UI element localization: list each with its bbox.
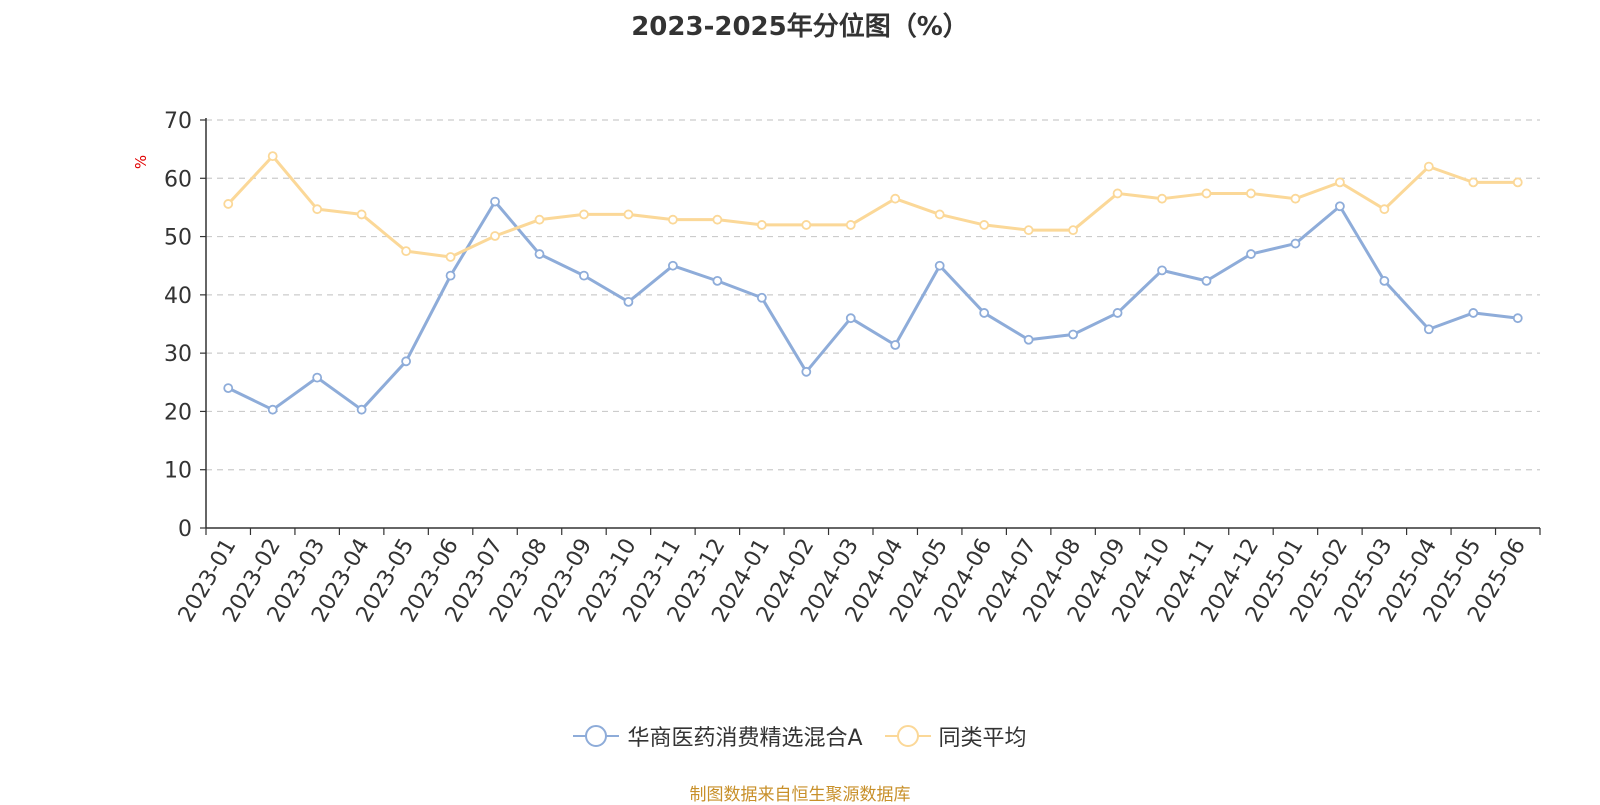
data-point-series-1 (668, 260, 678, 271)
data-point-series-2 (801, 220, 812, 230)
data-point-series-1 (712, 275, 723, 286)
series-line-2 (227, 154, 1518, 259)
data-point-series-1 (756, 292, 767, 303)
data-point-series-1 (1157, 265, 1167, 276)
y-axis-label: % (132, 155, 150, 169)
legend: 华商医药消费精选混合A 同类平均 (0, 720, 1600, 752)
data-point-series-1 (979, 308, 990, 318)
data-point-series-1 (579, 270, 589, 281)
legend-item-1[interactable]: 华商医药消费精选混合A (573, 720, 863, 752)
data-point-series-2 (1379, 204, 1390, 215)
data-point-series-2 (401, 246, 412, 257)
data-point-series-2 (490, 231, 500, 241)
data-point-series-1 (890, 340, 901, 350)
data-point-series-1 (1246, 249, 1256, 259)
data-point-series-2 (445, 252, 456, 262)
data-point-series-2 (1512, 177, 1523, 188)
legend-item-2[interactable]: 同类平均 (884, 720, 1027, 752)
data-point-series-2 (934, 209, 945, 220)
data-point-series-2 (979, 220, 990, 230)
data-point-series-2 (756, 220, 767, 230)
data-point-series-2 (623, 209, 634, 220)
data-point-series-2 (1335, 177, 1345, 188)
data-point-series-1 (534, 249, 545, 259)
data-point-series-2 (1290, 193, 1301, 204)
data-point-series-1 (356, 404, 367, 415)
data-point-series-2 (223, 199, 234, 209)
data-point-series-1 (401, 356, 412, 367)
y-tick-label: 70 (164, 109, 192, 134)
series-layer (223, 151, 1523, 415)
data-point-series-1 (1112, 308, 1123, 318)
data-point-series-1 (1023, 334, 1034, 345)
data-point-series-2 (312, 204, 323, 215)
data-point-series-2 (534, 214, 545, 225)
data-point-series-1 (1290, 238, 1301, 249)
y-tick-label: 10 (164, 459, 192, 484)
data-point-series-1 (1379, 275, 1390, 286)
data-point-series-2 (890, 193, 901, 204)
legend-marker-icon (884, 725, 931, 747)
data-point-series-1 (312, 372, 323, 383)
series-line-1 (227, 200, 1518, 412)
data-point-series-2 (668, 214, 678, 225)
y-tick-label: 30 (164, 342, 192, 367)
data-point-series-1 (490, 196, 500, 207)
y-tick-label: 0 (178, 517, 192, 542)
data-point-series-2 (356, 209, 367, 220)
data-point-series-1 (623, 296, 634, 307)
y-tick-label: 50 (164, 226, 192, 251)
data-point-series-2 (845, 220, 856, 230)
data-point-series-1 (934, 260, 945, 271)
gridlines (206, 119, 1540, 471)
legend-label: 华商医药消费精选混合A (627, 726, 863, 751)
data-point-series-1 (801, 366, 812, 377)
legend-label: 同类平均 (938, 726, 1027, 751)
legend-marker-icon (573, 725, 620, 747)
data-point-series-1 (845, 313, 856, 324)
data-point-series-2 (579, 209, 589, 220)
data-point-series-1 (1512, 313, 1523, 324)
data-point-series-2 (1468, 177, 1479, 188)
data-point-series-2 (1423, 161, 1434, 172)
data-point-series-2 (1157, 193, 1167, 204)
data-point-series-1 (1468, 308, 1479, 318)
data-point-series-1 (267, 404, 278, 415)
y-tick-label: 20 (164, 400, 192, 425)
axes: 0102030405060702023-012023-022023-032023… (164, 109, 1541, 627)
data-point-series-1 (445, 270, 456, 281)
chart-title: 2023-2025年分位图（%） (631, 12, 969, 42)
data-point-series-2 (1246, 188, 1256, 199)
data-point-series-2 (267, 151, 278, 162)
y-tick-label: 40 (164, 284, 192, 309)
data-point-series-1 (1201, 275, 1212, 286)
data-point-series-2 (712, 214, 723, 225)
data-point-series-1 (1068, 329, 1078, 340)
data-point-series-2 (1112, 188, 1123, 199)
source-note: 制图数据来自恒生聚源数据库 (689, 785, 911, 805)
data-point-series-2 (1068, 225, 1078, 236)
data-point-series-1 (1335, 201, 1345, 212)
data-point-series-1 (1423, 324, 1434, 335)
data-point-series-2 (1201, 188, 1212, 199)
data-point-series-1 (223, 383, 234, 394)
y-tick-label: 60 (164, 167, 192, 192)
data-point-series-2 (1023, 225, 1034, 236)
